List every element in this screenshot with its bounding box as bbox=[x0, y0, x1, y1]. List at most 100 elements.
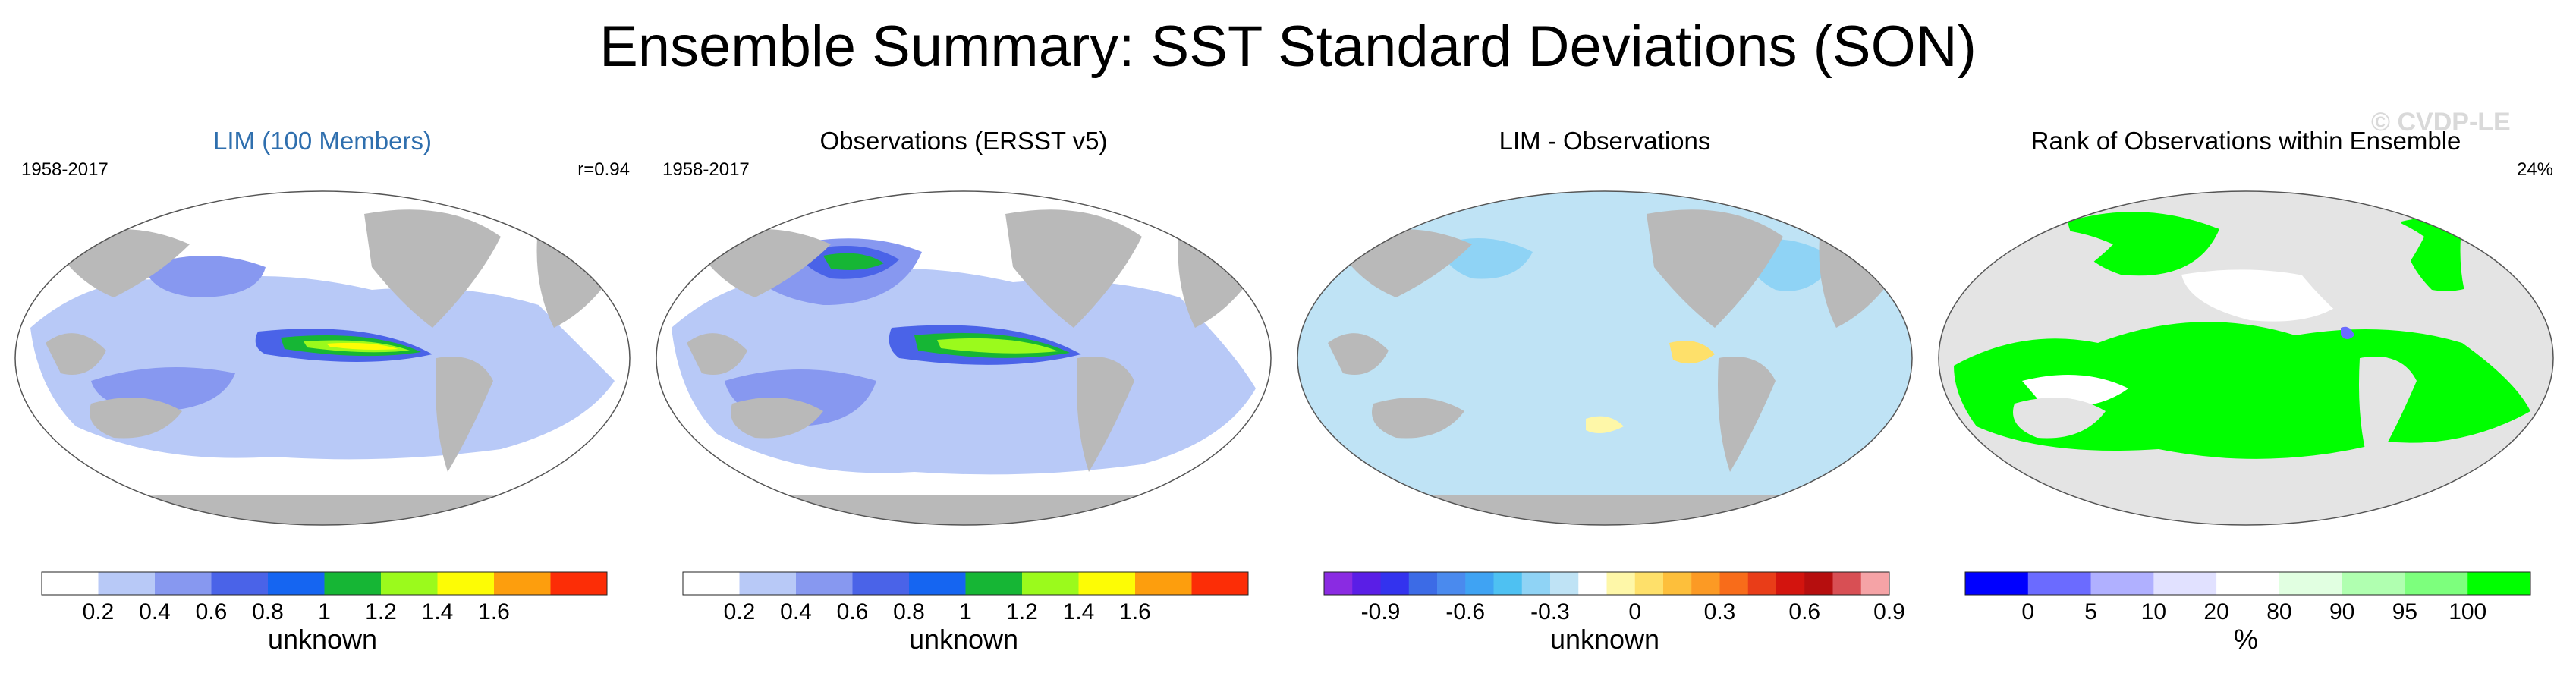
colorbar-frame bbox=[41, 571, 608, 596]
colorbar-tick-label: 0.2 bbox=[83, 599, 115, 622]
map-rank bbox=[1938, 190, 2554, 526]
panel-title: LIM (100 Members) bbox=[213, 127, 432, 155]
main-title: Ensemble Summary: SST Standard Deviation… bbox=[599, 14, 1977, 79]
colorbar-tick-label: 10 bbox=[2141, 599, 2166, 622]
colorbar-tick-label: 1.4 bbox=[1063, 599, 1095, 622]
colorbar-swatch bbox=[98, 572, 156, 595]
colorbar-unit: % bbox=[2233, 624, 2258, 655]
colorbar-swatch bbox=[2027, 572, 2092, 595]
panel-title: Observations (ERSST v5) bbox=[819, 127, 1108, 155]
colorbar-swatch bbox=[1437, 572, 1466, 595]
colorbar-swatch bbox=[2279, 572, 2343, 595]
colorbar-swatch bbox=[1352, 572, 1381, 595]
colorbar-tick-label: 0.8 bbox=[893, 599, 925, 622]
colorbar-tick-label: 80 bbox=[2266, 599, 2291, 622]
colorbar-swatch bbox=[1380, 572, 1410, 595]
colorbar-swatch bbox=[268, 572, 325, 595]
colorbar-swatch bbox=[211, 572, 269, 595]
colorbar-tick-label: 0.4 bbox=[780, 599, 812, 622]
land-australia bbox=[1372, 398, 1464, 439]
panel-lim: LIM (100 Members) 1958-2017 r=0.94 0.2 0.… bbox=[8, 114, 637, 676]
colorbar-tick-label: -0.6 bbox=[1445, 599, 1485, 622]
panel-title: LIM - Observations bbox=[1499, 127, 1711, 155]
colorbar-swatch bbox=[739, 572, 797, 595]
colorbar-tick-label: 1.6 bbox=[478, 599, 510, 622]
colorbar-swatch bbox=[1691, 572, 1720, 595]
colorbar-swatch bbox=[1324, 572, 1353, 595]
colorbar-tick-label: 0.4 bbox=[139, 599, 171, 622]
land-north-america bbox=[364, 209, 501, 328]
colorbar-unit: unknown bbox=[267, 624, 378, 655]
colorbar-swatch bbox=[1022, 572, 1079, 595]
colorbar-swatch bbox=[1078, 572, 1136, 595]
field-equatorial-band-3 bbox=[937, 338, 1058, 354]
colorbar-tick-label: -0.3 bbox=[1530, 599, 1570, 622]
colorbar-tick-label: 0.3 bbox=[1704, 599, 1736, 622]
colorbar-tick-label: 90 bbox=[2329, 599, 2354, 622]
land-north-america bbox=[1647, 209, 1783, 328]
colorbar-tick-label: 20 bbox=[2203, 599, 2228, 622]
colorbar-swatch bbox=[2216, 572, 2280, 595]
field-equatorial-band-4 bbox=[326, 342, 398, 350]
colorbar-swatch bbox=[1550, 572, 1579, 595]
colorbar-swatch bbox=[909, 572, 966, 595]
colorbar-swatch bbox=[2405, 572, 2468, 595]
colorbar-swatch bbox=[1634, 572, 1664, 595]
colorbar-tick-label: 95 bbox=[2392, 599, 2417, 622]
map-observations bbox=[656, 190, 1272, 526]
colorbar-rank: 0 5 10 20 80 90 95 100 bbox=[1964, 571, 2531, 622]
colorbar-tick-label: 0 bbox=[2021, 599, 2034, 622]
land-south-america bbox=[1718, 357, 1776, 472]
colorbar-tick-label: 0.8 bbox=[252, 599, 284, 622]
land-antarctica bbox=[15, 495, 630, 525]
colorbar-frame bbox=[682, 571, 1249, 596]
colorbar-tick-label: 1.2 bbox=[1006, 599, 1038, 622]
land-north-america bbox=[2288, 209, 2424, 328]
colorbar-swatch bbox=[1719, 572, 1749, 595]
colorbar-unit: unknown bbox=[908, 624, 1019, 655]
colorbar-swatch bbox=[2090, 572, 2154, 595]
period-label: 1958-2017 bbox=[662, 159, 750, 180]
colorbar-swatch bbox=[1135, 572, 1192, 595]
correlation-label: r=0.94 bbox=[577, 159, 630, 180]
land-maritime bbox=[1328, 333, 1389, 375]
colorbar-swatch bbox=[1860, 572, 1890, 595]
colorbar-tick-label: 1.2 bbox=[365, 599, 397, 622]
colorbar-swatch bbox=[1606, 572, 1636, 595]
colorbar-swatch bbox=[550, 572, 608, 595]
field-northpacific-peak bbox=[823, 253, 884, 270]
colorbar-tick-label: 100 bbox=[2449, 599, 2486, 622]
colorbar-swatch bbox=[852, 572, 910, 595]
panel-observations: Observations (ERSST v5) 1958-2017 0.2 0.4… bbox=[649, 114, 1279, 676]
colorbar-swatch bbox=[1408, 572, 1438, 595]
colorbar-tick-label: 1.6 bbox=[1119, 599, 1151, 622]
colorbar-swatch bbox=[1465, 572, 1494, 595]
colorbar-swatch bbox=[1521, 572, 1551, 595]
colorbar-swatch bbox=[381, 572, 438, 595]
colorbar-swatch bbox=[1663, 572, 1692, 595]
colorbar-tick-label: 0.2 bbox=[724, 599, 756, 622]
colorbar-swatch bbox=[324, 572, 382, 595]
colorbar-swatch bbox=[494, 572, 551, 595]
colorbar-tick-label: -0.9 bbox=[1361, 599, 1401, 622]
colorbar-tick-label: 0.6 bbox=[1788, 599, 1820, 622]
colorbar-swatch bbox=[437, 572, 495, 595]
colorbar-swatch bbox=[2467, 572, 2531, 595]
map-border bbox=[1297, 190, 1913, 526]
colorbar-frame bbox=[1964, 571, 2531, 596]
colorbar-swatch bbox=[2342, 572, 2405, 595]
colorbar-frame bbox=[1323, 571, 1890, 596]
colorbar-swatch bbox=[1776, 572, 1805, 595]
colorbar-tick-label: 1.4 bbox=[422, 599, 454, 622]
map-border bbox=[656, 190, 1272, 526]
map-lim bbox=[14, 190, 631, 526]
colorbar-lim: 0.2 0.4 0.6 0.8 1 1.2 1.4 1.6 bbox=[41, 571, 608, 622]
colorbar-swatch bbox=[1578, 572, 1607, 595]
colorbar-swatch bbox=[683, 572, 740, 595]
map-border bbox=[14, 190, 631, 526]
field-positive-region bbox=[1586, 416, 1624, 433]
colorbar-tick-label: 0.6 bbox=[196, 599, 228, 622]
land-south-america bbox=[436, 357, 493, 472]
land-australia bbox=[2013, 398, 2106, 439]
colorbar-swatch bbox=[1832, 572, 1862, 595]
